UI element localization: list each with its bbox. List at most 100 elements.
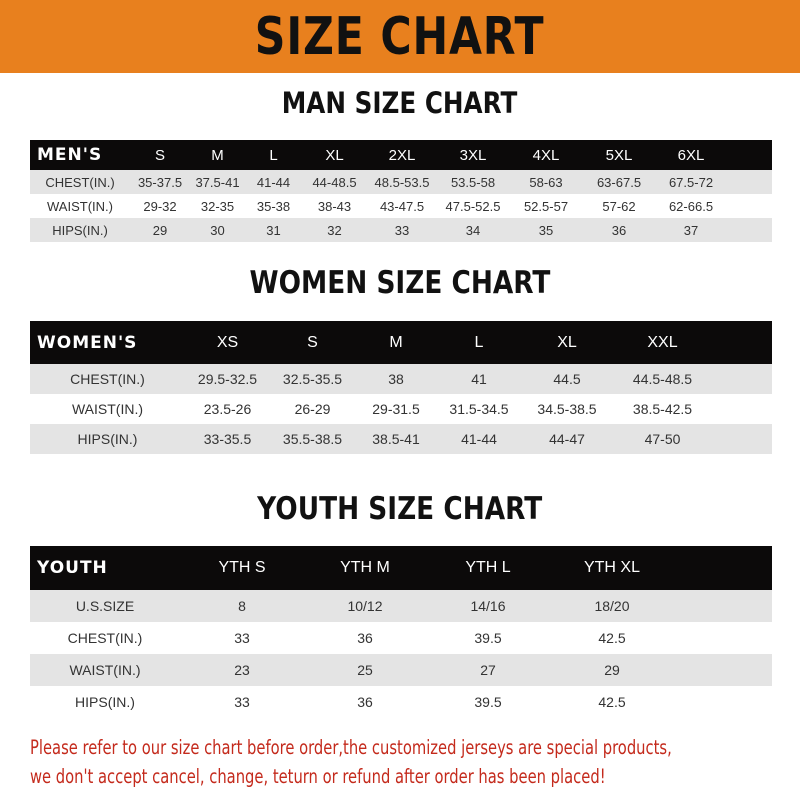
table-cell: L bbox=[269, 146, 278, 164]
table-row: WAIST(IN.) 23.5-26 26-29 29-31.5 31.5-34.5 34… bbox=[30, 394, 772, 424]
table-cell: 3XL bbox=[459, 146, 487, 164]
table-cell: 38 bbox=[388, 371, 404, 387]
table-cell: 29 bbox=[152, 222, 168, 238]
table-cell: 37.5-41 bbox=[195, 174, 240, 190]
table-cell: 31.5-34.5 bbox=[449, 401, 509, 417]
table-cell: XS bbox=[216, 333, 239, 351]
table-cell: 35.5-38.5 bbox=[282, 431, 343, 447]
notice-line-2: we don't accept cancel, change, teturn o… bbox=[30, 765, 606, 788]
table-cell: 44.5 bbox=[553, 371, 581, 387]
table-header-row: WOMEN'S XS S M L XL XXL bbox=[30, 321, 772, 364]
table-cell: 43-47.5 bbox=[379, 198, 425, 214]
table-cell: 57-62 bbox=[602, 198, 636, 214]
table-cell: YTH L bbox=[465, 559, 511, 576]
table-row: HIPS(IN.) 29 30 31 32 33 34 35 36 37 bbox=[30, 218, 772, 242]
table-cell: 29-32 bbox=[143, 198, 177, 214]
table-cell: 39.5 bbox=[474, 630, 502, 646]
table-cell: L bbox=[474, 333, 484, 351]
table-cell: 58-63 bbox=[529, 174, 563, 190]
table-row: CHEST(IN.) 33 36 39.5 42.5 bbox=[30, 622, 772, 654]
row-label: MEN'S bbox=[37, 145, 103, 165]
table-cell: 26-29 bbox=[294, 401, 331, 417]
banner-title: SIZE CHART bbox=[255, 6, 545, 67]
table-cell: 48.5-53.5 bbox=[374, 174, 430, 190]
table-cell: 8 bbox=[238, 598, 246, 614]
row-label: CHEST(IN.) bbox=[67, 630, 143, 646]
table-cell: 44.5-48.5 bbox=[632, 371, 693, 387]
row-label: U.S.SIZE bbox=[75, 598, 135, 614]
table-cell: 47.5-52.5 bbox=[445, 198, 501, 214]
table-cell: 31 bbox=[266, 222, 281, 238]
table-row: HIPS(IN.) 33 36 39.5 42.5 bbox=[30, 686, 772, 718]
table-header-row: MEN'S S M L XL 2XL 3XL 4XL 5XL 6XL bbox=[30, 140, 772, 170]
table-cell: 62-66.5 bbox=[668, 198, 714, 214]
table-cell: 37 bbox=[683, 222, 699, 238]
table-cell: 33 bbox=[234, 630, 250, 646]
women-title: WOMEN SIZE CHART bbox=[249, 265, 551, 301]
row-label: HIPS(IN.) bbox=[77, 431, 138, 447]
table-cell: 44-47 bbox=[549, 431, 585, 447]
row-label: HIPS(IN.) bbox=[52, 222, 108, 238]
table-cell: 35 bbox=[538, 222, 554, 238]
table-cell: XL bbox=[325, 146, 344, 164]
table-cell: 29-31.5 bbox=[372, 401, 420, 417]
table-cell: 38.5-41 bbox=[372, 431, 420, 447]
men-title: MAN SIZE CHART bbox=[282, 86, 518, 120]
table-cell: 63-67.5 bbox=[596, 174, 642, 190]
table-cell: 27 bbox=[480, 662, 496, 678]
table-cell: 14/16 bbox=[470, 598, 506, 614]
table-cell: 29.5-32.5 bbox=[197, 371, 258, 387]
table-cell: 23 bbox=[234, 662, 250, 678]
table-cell: 29 bbox=[604, 662, 620, 678]
row-label: WAIST(IN.) bbox=[71, 401, 144, 417]
table-header-row: YOUTH YTH S YTH M YTH L YTH XL bbox=[30, 546, 772, 590]
table-cell: 35-38 bbox=[256, 198, 291, 214]
table-cell: 33 bbox=[394, 222, 410, 238]
table-cell: 36 bbox=[357, 694, 373, 710]
table-cell: 30 bbox=[210, 222, 225, 238]
table-cell: 34.5-38.5 bbox=[537, 401, 597, 417]
table-row: HIPS(IN.) 33-35.5 35.5-38.5 38.5-41 41-44 44-… bbox=[30, 424, 772, 454]
table-cell: 47-50 bbox=[644, 431, 681, 447]
women-size-table: WOMEN'S XS S M L XL XXL CHEST(IN.) 29.5-32.5 32.5… bbox=[30, 321, 772, 454]
table-cell: 42.5 bbox=[598, 630, 626, 646]
row-label: WAIST(IN.) bbox=[69, 662, 141, 678]
table-cell: 32.5-35.5 bbox=[282, 371, 343, 387]
table-cell: 39.5 bbox=[474, 694, 502, 710]
table-row: U.S.SIZE 8 10/12 14/16 18/20 bbox=[30, 590, 772, 622]
table-cell: 6XL bbox=[677, 146, 705, 164]
table-cell: 32-35 bbox=[200, 198, 235, 214]
table-cell: 10/12 bbox=[347, 598, 383, 614]
table-cell: YTH XL bbox=[583, 559, 640, 576]
table-cell: 25 bbox=[357, 662, 373, 678]
table-cell: 52.5-57 bbox=[523, 198, 569, 214]
table-cell: 38-43 bbox=[317, 198, 352, 214]
table-cell: 41-44 bbox=[461, 431, 497, 447]
size-chart-banner: SIZE CHART bbox=[0, 0, 800, 73]
table-cell: 33-35.5 bbox=[203, 431, 252, 447]
youth-title: YOUTH SIZE CHART bbox=[257, 491, 543, 527]
table-cell: S bbox=[307, 333, 318, 351]
table-cell: XL bbox=[557, 333, 577, 351]
table-cell: 36 bbox=[611, 222, 627, 238]
order-notice: Please refer to our size chart before or… bbox=[30, 733, 672, 791]
table-cell: 41-44 bbox=[256, 174, 291, 190]
table-row: CHEST(IN.) 35-37.5 37.5-41 41-44 44-48.5 48.5… bbox=[30, 170, 772, 194]
table-cell: 67.5-72 bbox=[668, 174, 714, 190]
table-cell: 42.5 bbox=[598, 694, 626, 710]
table-cell: 53.5-58 bbox=[450, 174, 496, 190]
table-row: WAIST(IN.) 29-32 32-35 35-38 38-43 43-47.5 47.… bbox=[30, 194, 772, 218]
table-cell: XXL bbox=[647, 333, 678, 351]
notice-line-1: Please refer to our size chart before or… bbox=[30, 736, 672, 759]
row-label: HIPS(IN.) bbox=[75, 694, 135, 710]
table-cell: 41 bbox=[471, 371, 487, 387]
table-row: WAIST(IN.) 23 25 27 29 bbox=[30, 654, 772, 686]
table-cell: 33 bbox=[234, 694, 250, 710]
table-cell: M bbox=[389, 333, 403, 351]
table-cell: 23.5-26 bbox=[203, 401, 252, 417]
table-row: CHEST(IN.) 29.5-32.5 32.5-35.5 38 41 44.5 44.5… bbox=[30, 364, 772, 394]
table-cell: 44-48.5 bbox=[312, 174, 357, 190]
row-label: WAIST(IN.) bbox=[47, 198, 113, 214]
row-label: YOUTH bbox=[37, 558, 108, 578]
table-cell: 35-37.5 bbox=[137, 174, 183, 190]
